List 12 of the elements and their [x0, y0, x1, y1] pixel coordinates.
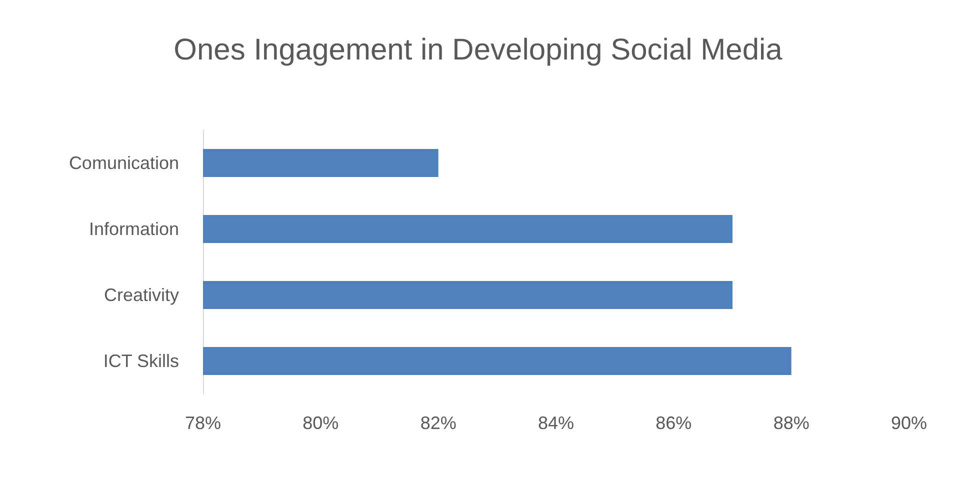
- x-tick-label: 84%: [538, 413, 574, 433]
- x-tick-label: 82%: [420, 413, 456, 433]
- y-tick-label: ICT Skills: [103, 351, 179, 371]
- y-tick-label: Information: [88, 219, 179, 239]
- x-tick-label: 88%: [773, 413, 810, 433]
- chart-title: Ones Ingagement in Developing Social Media: [174, 34, 783, 66]
- x-tick-label: 80%: [302, 413, 339, 433]
- x-tick-label: 78%: [184, 413, 222, 433]
- x-tick-label: 90%: [890, 413, 928, 433]
- x-tick-label: 86%: [656, 413, 692, 433]
- y-tick-label: Comunication: [68, 153, 179, 173]
- y-tick-label: Creativity: [104, 285, 179, 305]
